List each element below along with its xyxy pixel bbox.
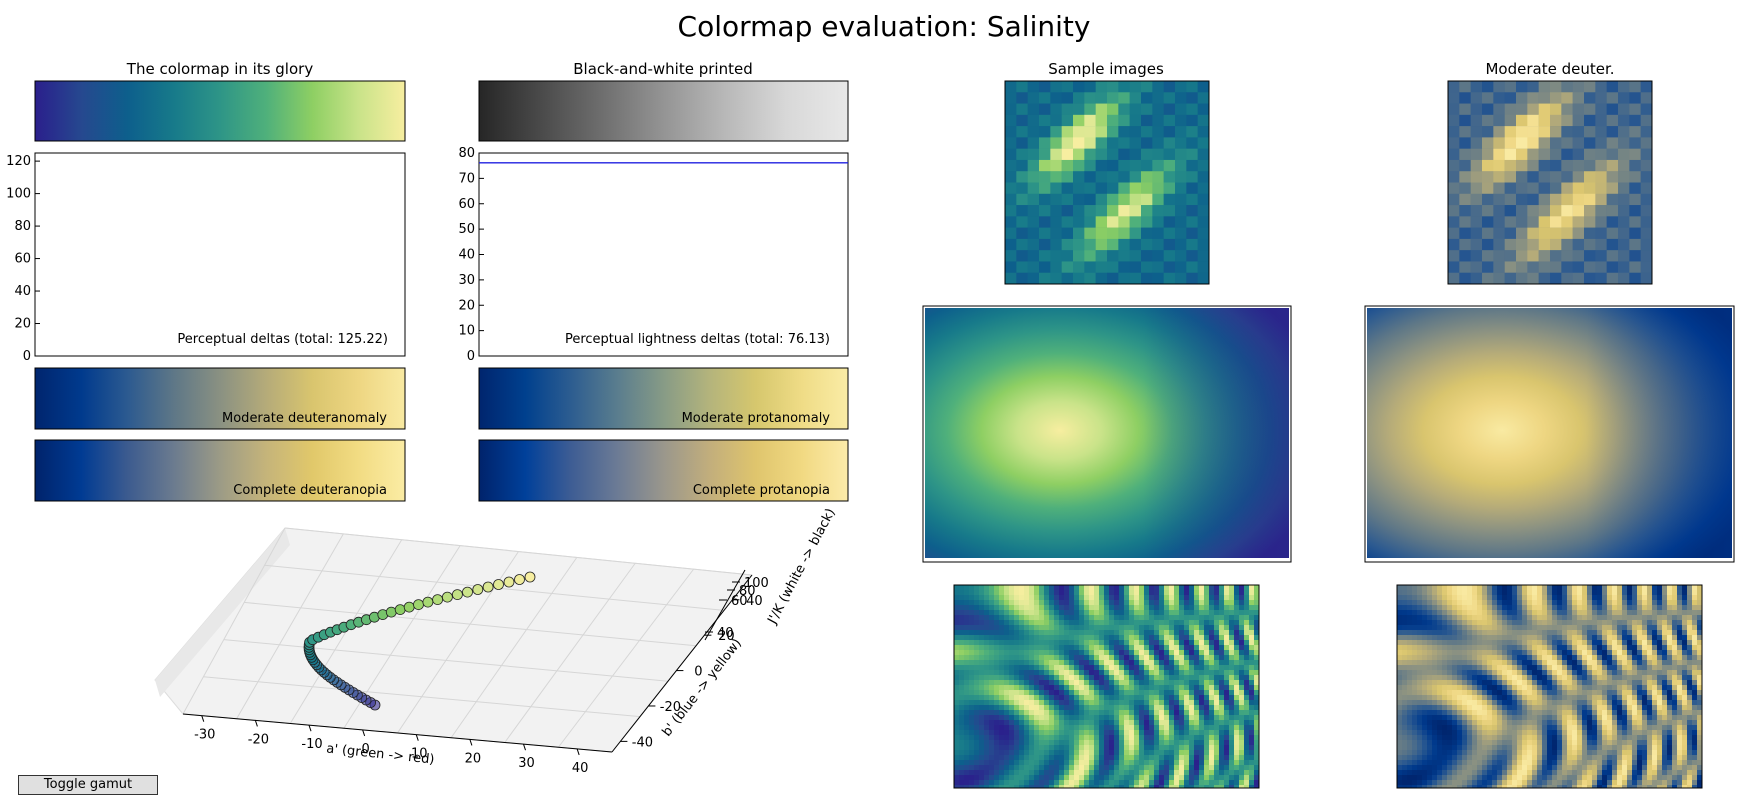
- deuteranopia-colorbar: [34, 439, 406, 502]
- z-tick-label: 80: [739, 584, 756, 599]
- x-tick-label: -20: [248, 732, 269, 747]
- gamut-back-pane: [155, 528, 290, 697]
- sample-image-blobs-deuter: [1447, 80, 1653, 285]
- z-tick-label: 60: [731, 594, 748, 609]
- x-tick: [415, 734, 419, 741]
- y-tick-label: 70: [458, 171, 475, 186]
- lightness-deltas-annotation: Perceptual lightness deltas (total: 76.1…: [565, 332, 830, 347]
- samples-title: Sample images: [1048, 60, 1164, 78]
- y-tick-label: 30: [458, 273, 475, 288]
- y-tick-label: 0: [694, 665, 702, 680]
- figure-title: Colormap evaluation: Salinity: [678, 10, 1091, 43]
- x-tick-label: -10: [301, 737, 322, 752]
- protanopia-label: Complete protanopia: [693, 483, 830, 498]
- sample-image-waves: [953, 584, 1260, 789]
- perceptual-deltas-annotation: Perceptual deltas (total: 125.22): [177, 332, 388, 347]
- gamut-point: [462, 586, 473, 598]
- x-tick-label: 10: [411, 747, 428, 762]
- y-tick-label: -20: [660, 700, 681, 715]
- gamut-point: [432, 594, 444, 605]
- z-tick-label: 100: [744, 576, 769, 591]
- gamut-point: [422, 596, 434, 608]
- gamut-xlabel: a' (green -> red): [326, 741, 436, 767]
- gamut-point: [385, 606, 397, 618]
- y-tick-label: 50: [458, 222, 475, 237]
- x-tick: [308, 725, 312, 732]
- y-tick-label: 40: [746, 594, 763, 609]
- deuteranomaly-label: Moderate deuteranomaly: [222, 411, 387, 426]
- gamut-zlabel: J'/K (white -> black): [765, 506, 839, 627]
- y-tick-label: 80: [14, 219, 31, 234]
- gamut-point: [503, 576, 515, 588]
- gamut-x-axis: [182, 713, 613, 753]
- x-tick: [201, 715, 205, 722]
- perceptual-deltas-plot: 0 20 40 60 80 100 120 Perceptual deltas (total…: [6, 152, 406, 364]
- y-tick-label: 80: [458, 146, 475, 161]
- x-tick: [576, 748, 580, 756]
- y-tick-label: 60: [458, 197, 475, 212]
- bw-title: Black-and-white printed: [573, 60, 752, 78]
- x-tick-label: 0: [362, 742, 370, 757]
- y-tick-label: 20: [458, 298, 475, 313]
- gamut-point: [441, 591, 453, 603]
- sample-image-terrain: [922, 305, 1292, 563]
- y-tick-label: 40: [14, 284, 31, 299]
- gamut-point: [514, 574, 525, 585]
- x-tick-label: 20: [465, 751, 482, 766]
- x-tick: [254, 720, 258, 727]
- gamut-point: [472, 584, 484, 595]
- x-tick: [362, 729, 366, 737]
- gamut-y-axis: [611, 574, 753, 753]
- toggle-gamut-button[interactable]: Toggle gamut: [18, 775, 158, 795]
- x-tick: [523, 744, 526, 751]
- x-tick: [469, 739, 473, 746]
- z-tick-label: 40: [717, 626, 734, 641]
- x-tick-label: 40: [572, 761, 589, 776]
- y-tick-label: 10: [458, 324, 475, 339]
- gamut-point: [524, 571, 536, 583]
- gamut-point: [394, 604, 406, 615]
- sample-image-blobs: [1004, 80, 1210, 285]
- samples-deuter-title: Moderate deuter.: [1485, 60, 1614, 78]
- sample-image-waves-deuter: [1396, 584, 1703, 789]
- gamut-point: [451, 589, 463, 600]
- gamut-point: [482, 581, 494, 593]
- y-tick-label: -40: [632, 735, 653, 750]
- y-tick-label: 0: [23, 349, 31, 364]
- gamut-floor-pane: [154, 527, 753, 753]
- deuteranomaly-colorbar: [34, 367, 406, 430]
- y-tick-label: 120: [6, 154, 31, 169]
- glory-colorbar: [34, 80, 406, 142]
- y-tick-label: 0: [467, 349, 475, 364]
- gamut-point: [493, 579, 504, 590]
- deuteranopia-label: Complete deuteranopia: [233, 483, 387, 498]
- protanomaly-label: Moderate protanomaly: [682, 411, 831, 426]
- y-tick-label: 20: [14, 317, 31, 332]
- y-tick-label: 40: [458, 248, 475, 263]
- bw-colorbar: [478, 80, 849, 142]
- y-tick-label: 100: [6, 187, 31, 202]
- x-tick-label: -30: [194, 728, 215, 743]
- gamut-point: [403, 601, 415, 613]
- gamut-point: [413, 599, 424, 610]
- x-tick-label: 30: [518, 756, 535, 771]
- y-tick-label: 60: [14, 252, 31, 267]
- y-tick-label: 20: [718, 629, 735, 644]
- sample-image-terrain-deuter: [1364, 305, 1735, 563]
- glory-title: The colormap in its glory: [126, 60, 314, 78]
- protanomaly-colorbar: [478, 367, 849, 430]
- protanopia-colorbar: [478, 439, 849, 502]
- lightness-deltas-plot: 0 10 20 30 40 50 60 70 80 Perceptual lightness d…: [458, 146, 849, 364]
